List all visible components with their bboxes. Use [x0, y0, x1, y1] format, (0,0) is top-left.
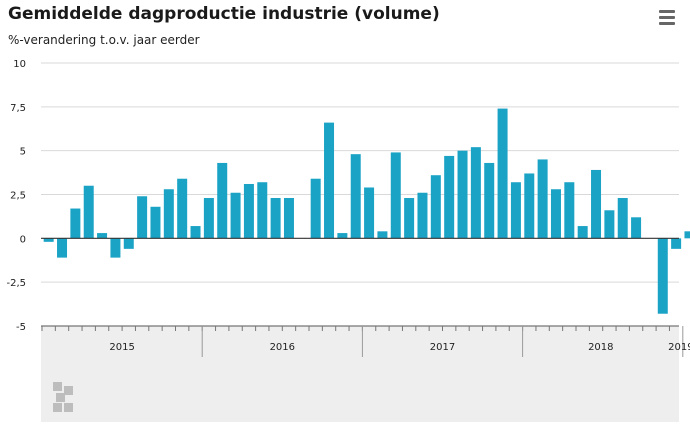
bar: [70, 208, 81, 239]
bar: [404, 198, 415, 239]
bar: [364, 187, 375, 239]
bar: [190, 226, 201, 239]
y-tick-label: 2,5: [10, 191, 26, 202]
x-year-label: 2018: [588, 342, 613, 353]
bar: [377, 231, 388, 239]
bar: [243, 183, 254, 239]
bar: [550, 189, 561, 239]
bar: [283, 198, 294, 239]
y-tick-label: 0: [20, 234, 26, 245]
bar: [270, 198, 281, 239]
bar: [137, 196, 148, 239]
chart-footer: [41, 357, 679, 422]
bar: [417, 192, 428, 239]
y-tick-label: -2,5: [6, 278, 26, 289]
y-tick-label: 5: [20, 147, 26, 158]
bar: [230, 192, 241, 239]
x-year-label: 2016: [270, 342, 295, 353]
bar: [604, 210, 615, 239]
bar: [310, 178, 321, 239]
bar: [591, 169, 602, 239]
chart-title: Gemiddelde dagproductie industrie (volum…: [8, 4, 440, 24]
bar: [163, 189, 174, 239]
bar: [43, 238, 54, 242]
bar: [110, 238, 121, 258]
bar: [257, 182, 268, 239]
bar: [684, 231, 690, 239]
bar: [337, 233, 348, 239]
bar: [577, 226, 588, 239]
bar: [177, 178, 188, 239]
bar: [217, 162, 228, 239]
bar: [470, 147, 481, 239]
bar: [537, 159, 548, 239]
bar: [497, 108, 508, 239]
bar: [430, 175, 441, 239]
bar: [57, 238, 68, 258]
bar: [631, 217, 642, 239]
x-year-label: 2017: [430, 342, 455, 353]
bar: [564, 182, 575, 239]
hamburger-menu-icon[interactable]: [655, 7, 679, 29]
bar: [510, 182, 521, 239]
x-axis-band: [41, 326, 679, 357]
bar: [123, 238, 134, 249]
cbs-logo-icon: [53, 382, 73, 412]
y-tick-label: -5: [16, 322, 26, 333]
bar: [203, 198, 214, 239]
bar: [444, 155, 455, 239]
bar: [97, 233, 108, 239]
x-year-label: 2015: [109, 342, 134, 353]
bar: [350, 154, 361, 239]
bar: [390, 152, 401, 239]
bar: [83, 185, 94, 239]
bar: [324, 122, 335, 239]
chart-subtitle: %-verandering t.o.v. jaar eerder: [8, 33, 200, 47]
bar: [150, 206, 161, 239]
x-year-label: 2019: [668, 342, 690, 353]
bar: [617, 198, 628, 239]
bar: [524, 173, 535, 239]
bar: [484, 162, 495, 239]
y-tick-label: 7,5: [10, 103, 26, 114]
bar: [457, 150, 468, 239]
y-tick-label: 10: [13, 59, 26, 70]
bar: [671, 238, 682, 249]
bar: [657, 238, 668, 314]
